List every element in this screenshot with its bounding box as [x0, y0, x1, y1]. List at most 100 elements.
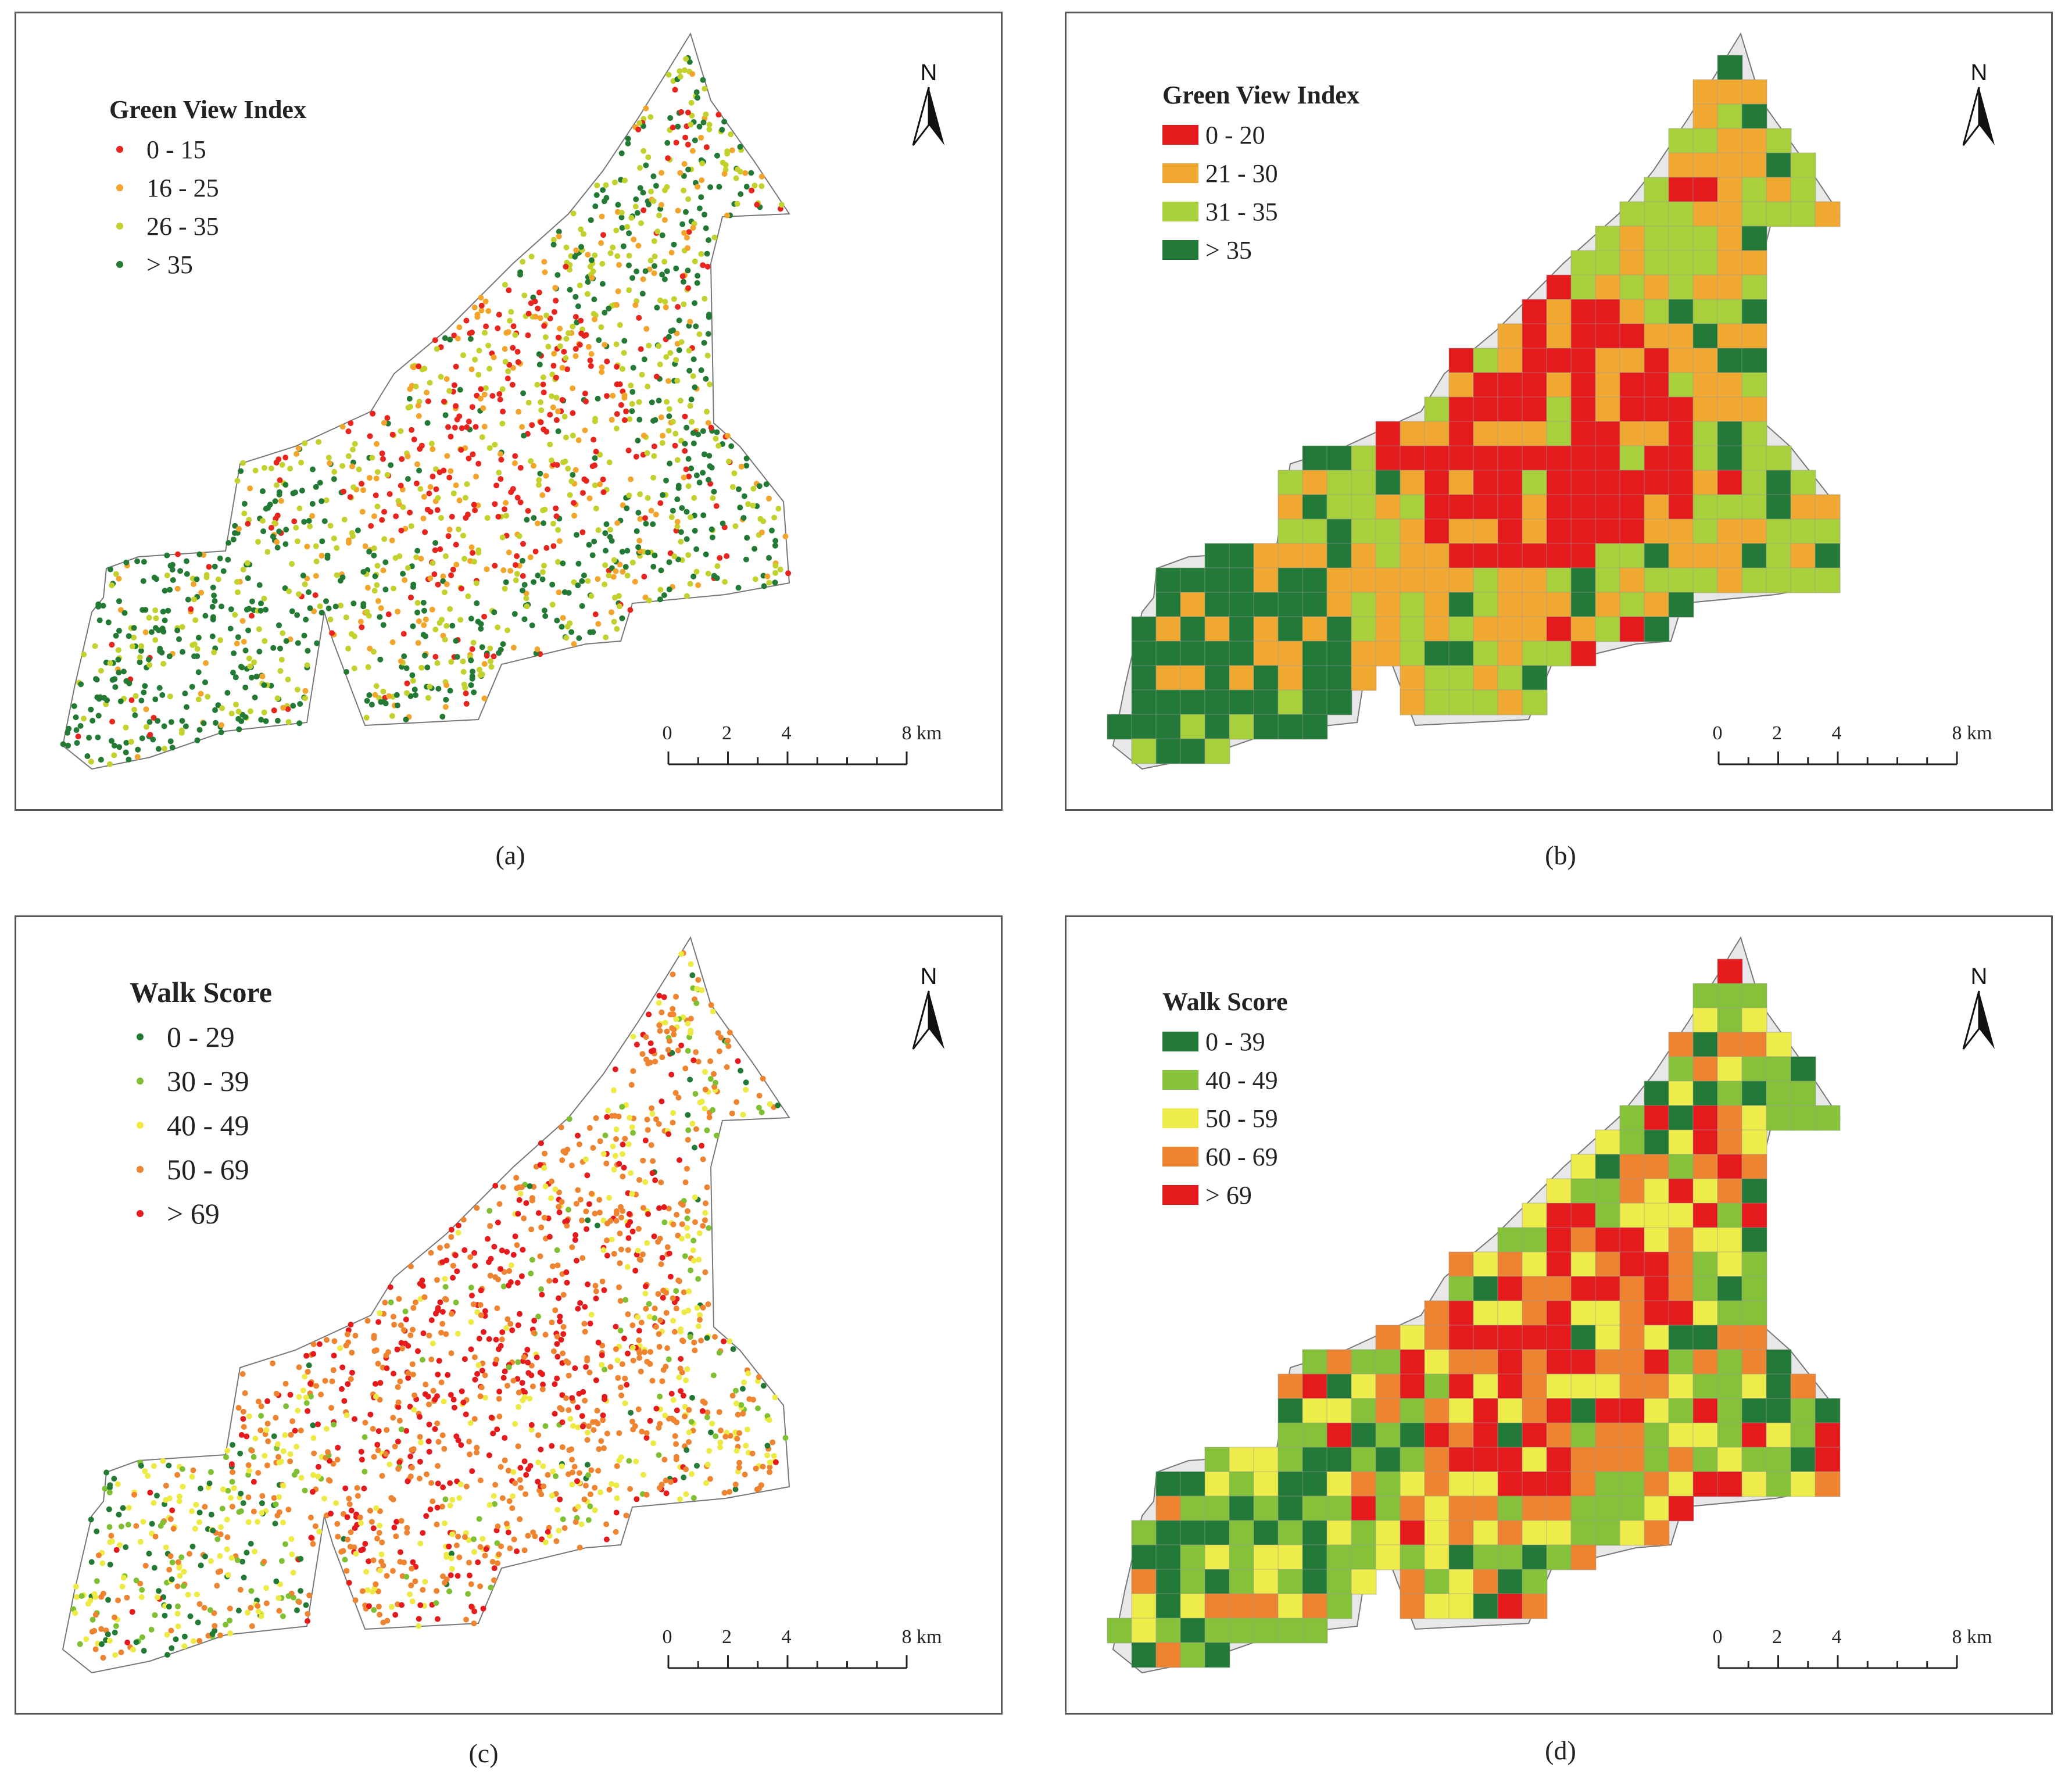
- tract: [1326, 689, 1352, 715]
- sample-point: [167, 693, 173, 700]
- sample-point: [309, 513, 316, 519]
- sample-point: [690, 1237, 697, 1244]
- sample-point: [261, 709, 267, 715]
- sample-point: [724, 148, 731, 155]
- legend-label: > 69: [167, 1197, 220, 1230]
- tract: [1107, 1618, 1133, 1644]
- sample-point: [690, 573, 697, 579]
- sample-point: [364, 697, 370, 704]
- sample-point: [280, 704, 287, 711]
- tract: [1546, 396, 1572, 423]
- sample-point: [276, 1608, 282, 1614]
- tract: [1107, 714, 1133, 740]
- sample-point: [196, 727, 203, 733]
- sample-point: [737, 144, 743, 150]
- sample-point: [424, 420, 431, 426]
- sample-point: [448, 1234, 455, 1240]
- sample-point: [370, 410, 376, 417]
- sample-point: [738, 1402, 745, 1408]
- sample-point: [551, 350, 557, 357]
- tract: [1229, 1544, 1255, 1570]
- sample-point: [278, 657, 285, 663]
- sample-point: [146, 719, 153, 725]
- sample-point: [629, 408, 635, 414]
- sample-point: [590, 1419, 596, 1425]
- sample-point: [549, 602, 556, 608]
- legend-label: > 69: [1205, 1180, 1252, 1210]
- sample-point: [463, 690, 469, 696]
- sample-point: [356, 466, 362, 473]
- sample-point: [487, 1223, 493, 1229]
- sample-point: [761, 583, 767, 589]
- sample-point: [579, 529, 586, 535]
- sample-point: [699, 160, 706, 167]
- sample-point: [693, 1049, 699, 1055]
- sample-point: [653, 373, 660, 380]
- scale-label: 8 km: [901, 722, 942, 744]
- tract: [1668, 1276, 1694, 1302]
- sample-point: [374, 1536, 380, 1542]
- sample-point: [587, 263, 593, 270]
- sample-point: [437, 1299, 443, 1305]
- sample-point: [673, 993, 679, 1000]
- sample-point: [663, 1290, 670, 1296]
- sample-point: [514, 553, 520, 559]
- sample-point: [359, 509, 366, 515]
- tract: [1717, 1056, 1743, 1082]
- sample-point: [633, 196, 639, 202]
- sample-point: [301, 518, 307, 525]
- sample-point: [486, 366, 493, 372]
- sample-point: [633, 1458, 639, 1465]
- sample-point: [672, 431, 679, 437]
- north-arrow-icon: N: [1959, 965, 1999, 1055]
- sample-point: [371, 1454, 377, 1460]
- tract: [1424, 1325, 1450, 1351]
- sample-point: [375, 1604, 382, 1610]
- sample-point: [471, 1620, 477, 1627]
- sample-point: [238, 1432, 245, 1438]
- scale-label: 2: [722, 722, 732, 744]
- sample-point: [604, 1237, 610, 1244]
- sample-point: [643, 105, 649, 112]
- sample-point: [674, 496, 681, 503]
- sample-point: [498, 451, 503, 457]
- sample-point: [622, 1375, 628, 1382]
- tract: [1448, 396, 1475, 423]
- tract: [1644, 396, 1670, 423]
- sample-point: [578, 1521, 585, 1527]
- sample-point: [381, 699, 387, 705]
- sample-point: [289, 561, 295, 567]
- sample-point: [626, 230, 632, 237]
- tract: [1522, 1203, 1548, 1229]
- sample-point: [696, 1257, 702, 1263]
- tract: [1595, 543, 1621, 569]
- tract: [1155, 640, 1182, 667]
- sample-point: [703, 551, 709, 557]
- sample-point: [725, 1037, 731, 1044]
- sample-point: [521, 1354, 527, 1360]
- sample-point: [692, 1194, 698, 1200]
- sample-point: [191, 596, 197, 603]
- sample-point: [758, 183, 765, 189]
- sample-point: [610, 244, 616, 251]
- sample-point: [493, 1336, 499, 1343]
- sample-point: [486, 1452, 492, 1458]
- tract: [1692, 1251, 1719, 1278]
- sample-point: [174, 1583, 181, 1590]
- sample-point: [245, 1494, 252, 1501]
- tract: [1424, 1398, 1450, 1424]
- sample-point: [481, 661, 488, 667]
- sample-point: [290, 1569, 296, 1576]
- sample-point: [143, 706, 149, 713]
- legend-swatch: [1162, 202, 1198, 221]
- tract: [1473, 494, 1499, 520]
- sample-point: [602, 1366, 608, 1373]
- sample-point: [618, 1246, 624, 1253]
- sample-point: [683, 209, 689, 215]
- sample-point: [185, 1591, 191, 1598]
- sample-point: [550, 241, 557, 248]
- sample-point: [491, 653, 497, 660]
- sample-point: [178, 729, 185, 736]
- sample-point: [516, 1197, 523, 1203]
- sample-point: [235, 525, 242, 532]
